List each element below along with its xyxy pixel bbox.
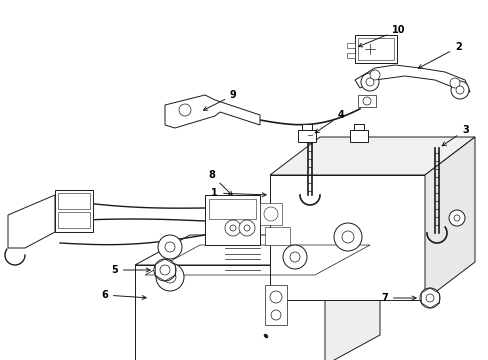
Circle shape: [448, 210, 464, 226]
Circle shape: [333, 223, 361, 251]
Circle shape: [425, 294, 433, 302]
Bar: [357, 38, 393, 60]
Text: 1: 1: [211, 188, 265, 198]
Circle shape: [239, 220, 254, 236]
Bar: [346, 43, 354, 48]
Polygon shape: [135, 235, 379, 265]
Circle shape: [156, 263, 183, 291]
Bar: [204, 195, 260, 245]
Bar: [354, 35, 396, 63]
Bar: [208, 199, 256, 219]
Circle shape: [269, 291, 282, 303]
Bar: [58, 193, 90, 209]
Polygon shape: [424, 137, 474, 300]
Text: 6: 6: [101, 290, 146, 300]
Circle shape: [369, 70, 379, 80]
Circle shape: [341, 231, 353, 243]
Polygon shape: [354, 65, 469, 92]
Polygon shape: [164, 95, 260, 128]
Circle shape: [419, 288, 439, 308]
Circle shape: [270, 310, 281, 320]
Circle shape: [450, 81, 468, 99]
Text: 9: 9: [203, 90, 236, 110]
Text: 2: 2: [418, 42, 461, 68]
Polygon shape: [297, 130, 315, 142]
Polygon shape: [8, 195, 55, 248]
Circle shape: [160, 265, 170, 275]
Circle shape: [362, 97, 370, 105]
Text: 3: 3: [441, 125, 468, 146]
Circle shape: [164, 242, 175, 252]
Text: 8: 8: [208, 170, 232, 195]
Circle shape: [264, 207, 278, 221]
Circle shape: [455, 86, 463, 94]
Bar: [264, 285, 286, 325]
Polygon shape: [353, 124, 363, 130]
Polygon shape: [269, 175, 424, 300]
Circle shape: [283, 245, 306, 269]
Bar: [357, 95, 375, 107]
Circle shape: [449, 78, 459, 88]
Text: 10: 10: [358, 25, 405, 47]
Circle shape: [158, 235, 182, 259]
Text: 7: 7: [381, 293, 415, 303]
Text: 4: 4: [315, 110, 344, 133]
Circle shape: [154, 259, 176, 281]
Circle shape: [453, 215, 459, 221]
Circle shape: [163, 271, 176, 283]
Circle shape: [360, 73, 378, 91]
Circle shape: [229, 225, 236, 231]
Text: 5: 5: [111, 265, 150, 275]
Bar: [55, 190, 93, 232]
Bar: [260, 203, 282, 225]
Polygon shape: [325, 235, 379, 360]
Circle shape: [289, 252, 299, 262]
Bar: [264, 227, 289, 245]
Polygon shape: [135, 265, 325, 360]
Bar: [58, 212, 90, 228]
Circle shape: [179, 104, 191, 116]
Polygon shape: [349, 130, 367, 142]
Polygon shape: [302, 124, 311, 130]
Circle shape: [224, 220, 241, 236]
Polygon shape: [269, 137, 474, 175]
Bar: [346, 53, 354, 58]
Circle shape: [365, 78, 373, 86]
Circle shape: [244, 225, 249, 231]
